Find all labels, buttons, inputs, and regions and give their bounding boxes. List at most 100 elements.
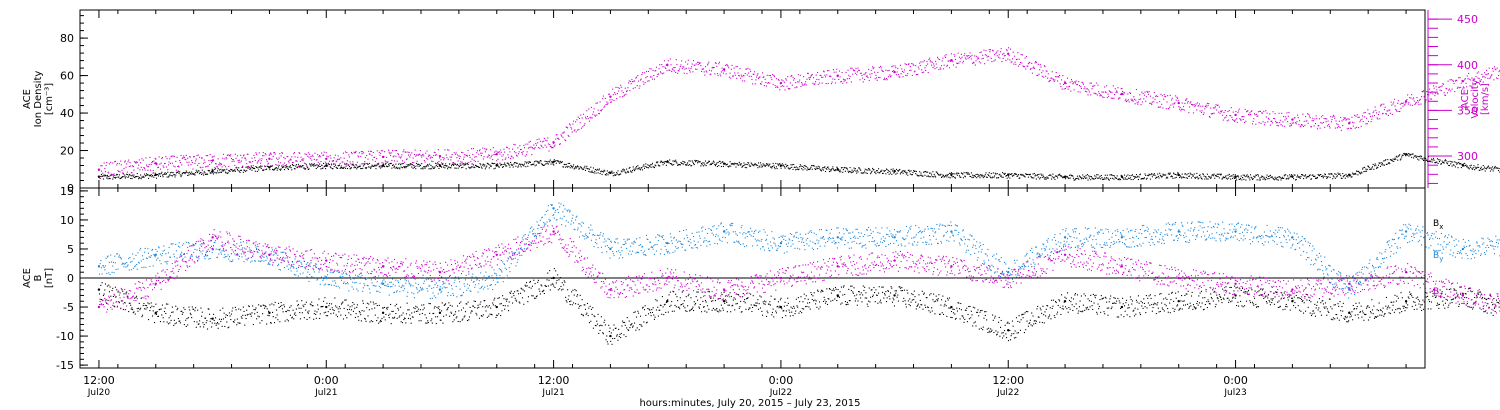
scatter-dot	[1273, 117, 1275, 120]
scatter-dot	[1495, 167, 1498, 169]
scatter-dot	[432, 161, 434, 163]
scatter-dot	[385, 162, 387, 165]
scatter-dot	[157, 175, 160, 177]
scatter-dot	[1019, 63, 1021, 66]
scatter-dot	[995, 52, 997, 54]
scatter-dot	[131, 172, 133, 174]
scatter-dot	[962, 62, 964, 64]
scatter-dot	[1457, 86, 1459, 88]
scatter-dot	[275, 167, 278, 169]
scatter-dot	[820, 76, 823, 78]
scatter-dot	[279, 169, 282, 171]
scatter-dot	[293, 153, 295, 155]
scatter-dot	[518, 151, 520, 153]
scatter-dot	[380, 150, 382, 152]
scatter-dot	[173, 155, 175, 157]
scatter-dot	[1271, 176, 1273, 178]
scatter-dot	[252, 166, 254, 169]
scatter-dot	[1478, 71, 1480, 73]
scatter-dot	[841, 72, 843, 74]
scatter-dot	[970, 55, 972, 57]
scatter-dot	[490, 165, 492, 167]
scatter-dot	[950, 53, 953, 55]
scatter-dot	[665, 67, 667, 69]
scatter-dot	[978, 61, 980, 63]
scatter-dot	[313, 163, 315, 165]
scatter-dot	[447, 166, 449, 168]
scatter-dot	[871, 170, 873, 172]
scatter-dot	[507, 162, 509, 164]
scatter-dot	[1112, 97, 1114, 99]
scatter-dot	[797, 167, 799, 169]
scatter-dot	[1497, 78, 1499, 80]
scatter-dot	[748, 164, 750, 166]
scatter-dot	[1022, 174, 1024, 176]
scatter-dot	[1010, 61, 1012, 63]
scatter-dot	[970, 175, 972, 178]
scatter-dot	[1156, 102, 1158, 104]
scatter-dot	[723, 69, 725, 71]
scatter-dot	[149, 169, 152, 171]
scatter-dot	[204, 161, 206, 163]
scatter-dot	[117, 176, 119, 178]
scatter-dot	[672, 69, 674, 71]
scatter-dot	[1069, 177, 1071, 179]
scatter-dot	[1426, 94, 1429, 96]
scatter-dot	[686, 163, 688, 165]
scatter-dot	[604, 173, 606, 176]
scatter-dot	[1050, 174, 1052, 176]
scatter-dot	[648, 164, 650, 167]
scatter-dot	[1221, 178, 1223, 180]
scatter-dot	[801, 81, 803, 84]
scatter-dot	[661, 64, 663, 66]
scatter-dot	[952, 61, 954, 63]
scatter-dot	[313, 165, 315, 167]
scatter-dot	[189, 156, 191, 158]
scatter-dot	[1344, 118, 1346, 120]
scatter-dot	[602, 171, 604, 173]
scatter-dot	[621, 171, 623, 173]
scatter-dot	[522, 151, 524, 153]
scatter-dot	[1489, 77, 1491, 79]
scatter-dot	[1224, 176, 1226, 178]
scatter-dot	[167, 169, 169, 171]
scatter-dot	[252, 165, 254, 167]
scatter-dot	[395, 149, 398, 152]
scatter-dot	[900, 171, 902, 174]
scatter-dot	[771, 79, 773, 81]
scatter-dot	[118, 163, 120, 165]
scatter-dot	[1143, 98, 1145, 100]
scatter-dot	[427, 158, 429, 160]
scatter-dot	[1200, 177, 1202, 179]
scatter-dot	[184, 158, 186, 160]
scatter-dot	[1172, 177, 1174, 179]
scatter-dot	[1066, 77, 1069, 79]
scatter-dot	[357, 166, 359, 168]
scatter-dot	[1487, 165, 1490, 167]
scatter-dot	[1137, 101, 1140, 103]
scatter-dot	[356, 168, 358, 170]
scatter-dot	[1033, 66, 1035, 68]
scatter-dot	[345, 165, 347, 167]
scatter-dot	[271, 158, 273, 160]
scatter-dot	[1329, 127, 1331, 129]
scatter-dot	[122, 172, 124, 174]
scatter-dot	[990, 57, 992, 59]
scatter-dot	[144, 175, 146, 177]
scatter-dot	[557, 160, 559, 162]
scatter-dot	[856, 71, 858, 73]
scatter-dot	[1316, 128, 1319, 130]
scatter-dot	[1355, 173, 1357, 175]
scatter-dot	[1055, 175, 1057, 177]
scatter-dot	[761, 165, 764, 167]
scatter-dot	[130, 175, 132, 177]
scatter-dot	[780, 86, 782, 88]
scatter-dot	[1391, 113, 1393, 116]
scatter-dot	[1079, 91, 1081, 93]
scatter-dot	[408, 164, 410, 166]
scatter-dot	[1308, 176, 1310, 178]
scatter-dot	[776, 85, 778, 87]
scatter-dot	[1469, 165, 1471, 167]
scatter-dot	[853, 167, 855, 169]
scatter-dot	[501, 163, 503, 166]
